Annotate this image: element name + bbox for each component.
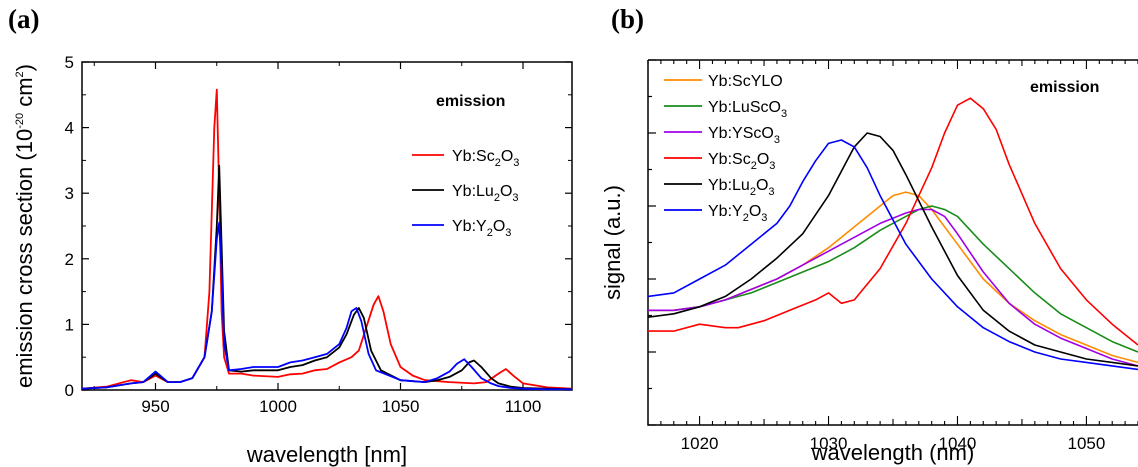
legend-label-b-1: Yb:LuScO3 — [708, 99, 787, 120]
panel-b-tag: (b) — [611, 4, 644, 34]
panel-a: (a) 0 1 2 3 4 5 950 1000 1050 1100 wavelength [nm] e… — [8, 4, 573, 467]
panel-a-tag: (a) — [8, 4, 39, 34]
y-tick-label: 4 — [65, 119, 74, 138]
legend-label-b-5: Yb:Y2O3 — [708, 203, 767, 224]
legend-label-b-2: Yb:YScO3 — [708, 125, 780, 146]
x-tick-label-b: 1030 — [810, 434, 848, 453]
x-axis-label: wavelength [nm] — [246, 442, 407, 467]
series-line-b-5 — [648, 139, 1138, 371]
series-line-a-2 — [81, 221, 572, 391]
x-tick-label: 1100 — [505, 397, 542, 416]
y-axis-label: emission cross section (10-20 cm2) — [12, 64, 37, 388]
legend-label-a-0: Yb:Sc2O3 — [452, 148, 519, 169]
x-axis-label-b: wavelength (nm) — [811, 440, 975, 465]
y-tick-label: 3 — [65, 184, 74, 203]
legend-label-a-2: Yb:Y2O3 — [452, 218, 511, 239]
x-tick-label-b: 1050 — [1068, 434, 1106, 453]
x-tick-label-b: 1020 — [681, 434, 719, 453]
x-tick-label: 950 — [141, 397, 169, 416]
legend-label-b-3: Yb:Sc2O3 — [708, 151, 775, 172]
series-line-b-1 — [648, 205, 1138, 353]
x-tick-label: 1000 — [259, 397, 297, 416]
series-line-a-0 — [81, 88, 573, 390]
y-tick-label: 5 — [65, 53, 74, 72]
legend-label-b-0: Yb:ScYLO — [708, 73, 783, 90]
legend-label-a-1: Yb:Lu2O3 — [452, 183, 519, 204]
series-line-b-3 — [648, 97, 1138, 346]
series-line-b-4 — [648, 132, 1138, 367]
annotation-emission-a: emission — [436, 93, 505, 110]
series-line-b-2 — [648, 208, 1138, 367]
x-tick-label: 1050 — [382, 397, 420, 416]
y-axis-label-b: signal (a.u.) — [600, 185, 625, 300]
panel-b: (b) 1020 1030 1040 1050 wavelength (nm) signal… — [600, 4, 1138, 465]
y-tick-label: 1 — [65, 315, 74, 334]
x-tick-label-b: 1040 — [939, 434, 977, 453]
y-tick-label: 0 — [65, 381, 74, 400]
legend-label-b-4: Yb:Lu2O3 — [708, 177, 775, 198]
y-tick-label: 2 — [65, 250, 74, 269]
annotation-emission-b: emission — [1030, 79, 1099, 96]
